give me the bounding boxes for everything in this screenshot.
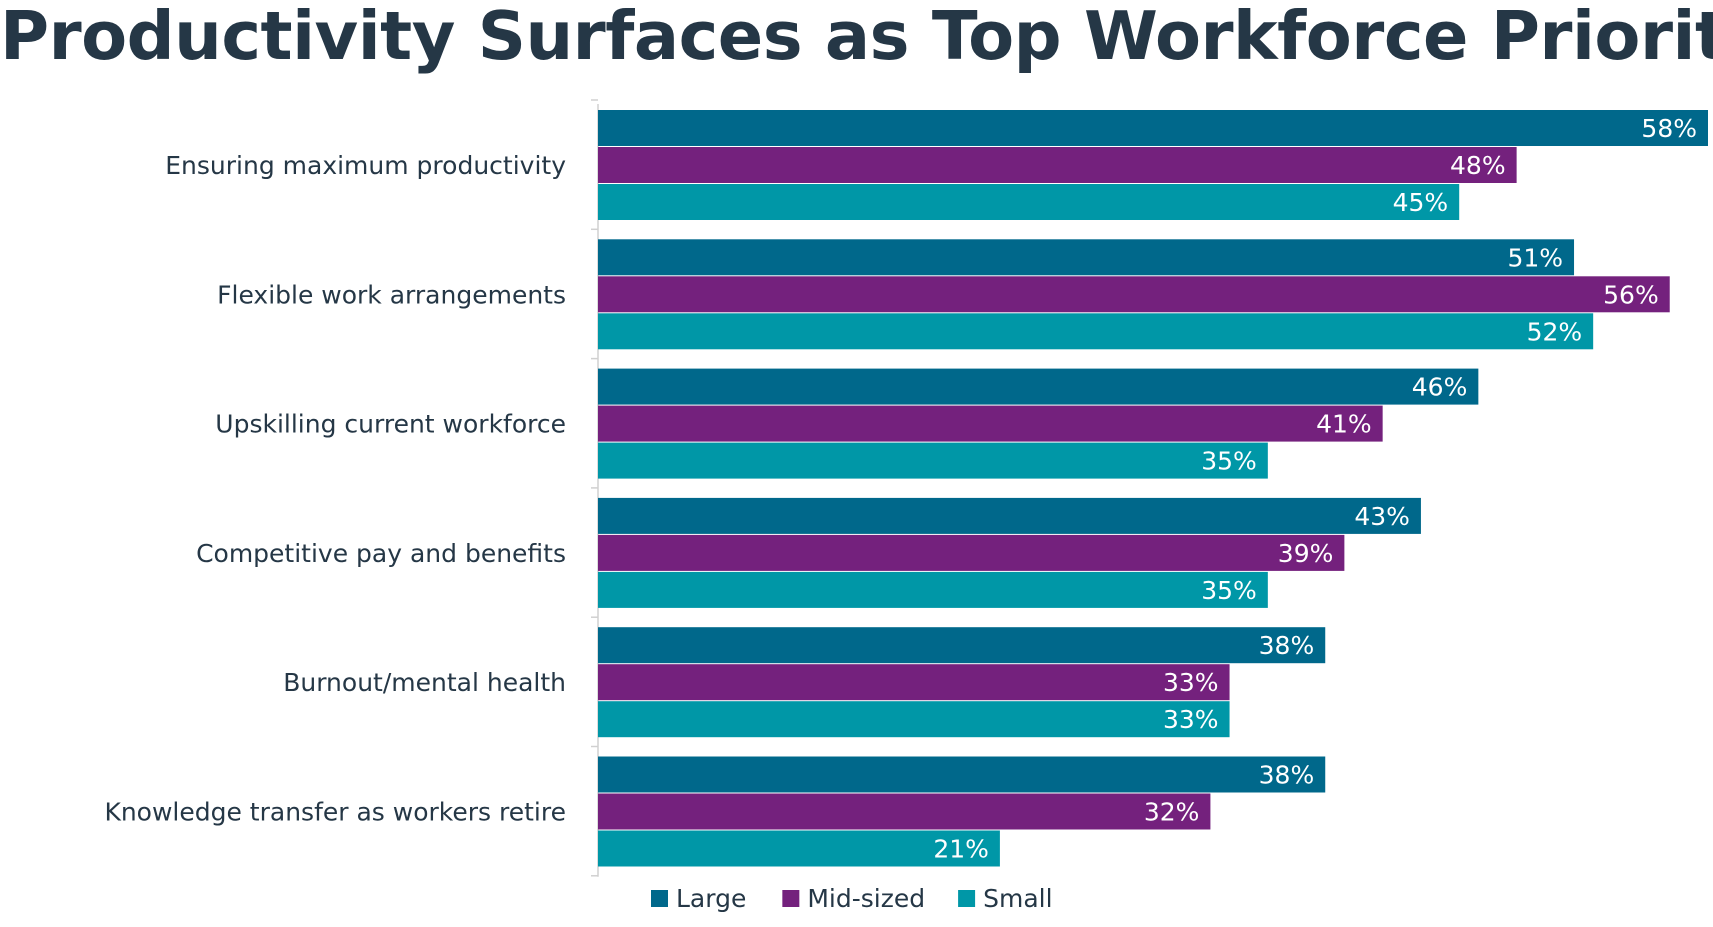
data-label: 52% bbox=[1527, 317, 1583, 346]
data-label: 46% bbox=[1412, 373, 1468, 402]
bar-small bbox=[598, 701, 1230, 738]
data-label: 35% bbox=[1201, 576, 1257, 605]
bar-small bbox=[598, 313, 1594, 350]
data-label: 33% bbox=[1163, 668, 1219, 697]
data-label: 56% bbox=[1603, 280, 1659, 309]
data-label: 21% bbox=[933, 835, 989, 864]
data-label: 58% bbox=[1641, 114, 1697, 143]
category-label: Competitive pay and benefits bbox=[196, 539, 566, 568]
bar-large bbox=[598, 627, 1326, 664]
bar-mid-sized bbox=[598, 276, 1670, 313]
category-label: Flexible work arrangements bbox=[217, 280, 566, 309]
category-axis: Ensuring maximum productivity Flexible wo… bbox=[104, 99, 599, 877]
data-label: 41% bbox=[1316, 410, 1372, 439]
bar-large bbox=[598, 497, 1421, 534]
data-label: 51% bbox=[1507, 243, 1563, 272]
legend-swatch bbox=[958, 890, 976, 907]
bar-large bbox=[598, 110, 1708, 146]
bar-small bbox=[598, 184, 1460, 220]
data-label: 48% bbox=[1450, 151, 1506, 180]
bar-mid-sized bbox=[598, 793, 1211, 830]
chart-title: Productivity Surfaces as Top Workforce P… bbox=[0, 0, 1713, 75]
data-label: 33% bbox=[1163, 705, 1219, 734]
bar-series-group: 58%48%45%51%56%52%46%41%35%43%39%35%38%3… bbox=[598, 110, 1708, 867]
bar-large bbox=[598, 239, 1575, 276]
category-label: Ensuring maximum productivity bbox=[165, 151, 566, 180]
data-label: 43% bbox=[1354, 502, 1410, 531]
data-label: 39% bbox=[1278, 539, 1334, 568]
data-label: 35% bbox=[1201, 447, 1257, 476]
bar-mid-sized bbox=[598, 405, 1383, 442]
bar-mid-sized bbox=[598, 147, 1517, 183]
data-label: 38% bbox=[1259, 761, 1315, 790]
bar-mid-sized bbox=[598, 664, 1230, 701]
legend: Large Mid-sized Small bbox=[651, 884, 1053, 913]
bar-small bbox=[598, 830, 1000, 867]
bar-small bbox=[598, 571, 1268, 608]
category-label: Burnout/mental health bbox=[283, 668, 566, 697]
data-label: 32% bbox=[1144, 798, 1200, 827]
category-label: Knowledge transfer as workers retire bbox=[104, 798, 566, 827]
legend-label: Mid-sized bbox=[807, 884, 925, 913]
category-label: Upskilling current workforce bbox=[215, 410, 566, 439]
data-label: 38% bbox=[1259, 631, 1315, 660]
legend-swatch bbox=[651, 890, 668, 907]
data-label: 45% bbox=[1393, 188, 1449, 217]
bar-small bbox=[598, 442, 1268, 479]
bar-large bbox=[598, 756, 1326, 793]
legend-label: Small bbox=[983, 884, 1052, 913]
bar-mid-sized bbox=[598, 534, 1345, 571]
bar-large bbox=[598, 368, 1479, 405]
legend-swatch bbox=[782, 890, 800, 907]
legend-label: Large bbox=[676, 884, 746, 913]
